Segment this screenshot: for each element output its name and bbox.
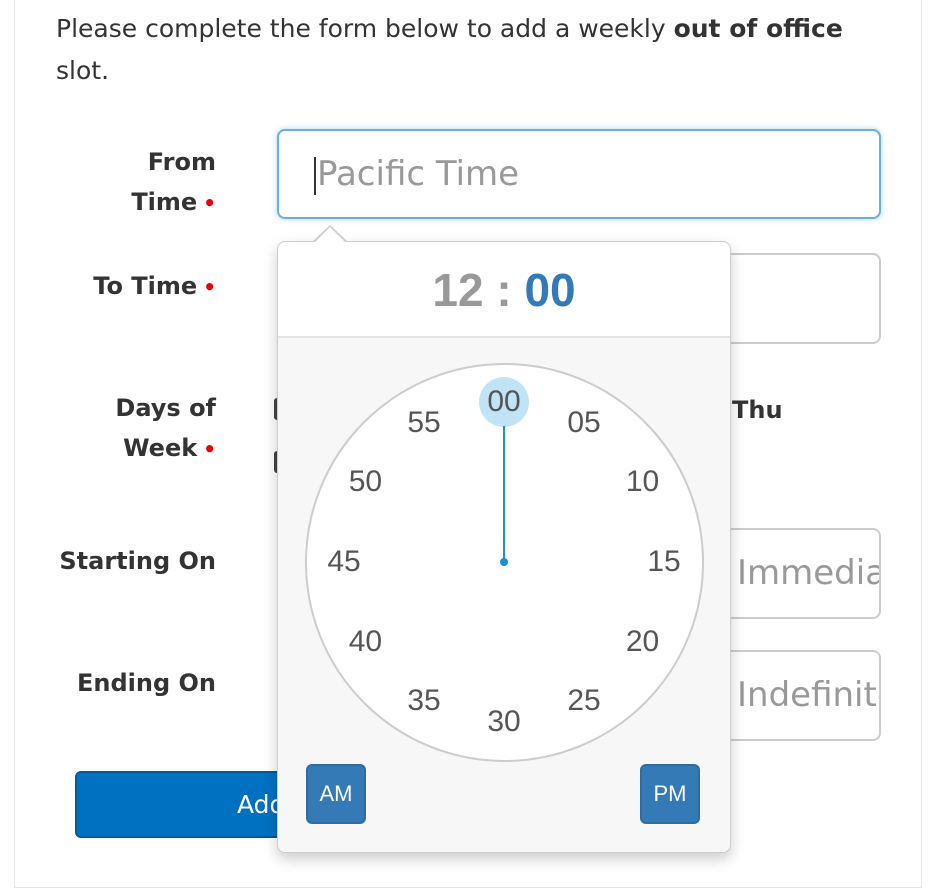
clock-center [500,558,508,566]
minute-tick-50[interactable]: 50 [348,465,383,498]
clock-hand[interactable] [503,426,505,562]
selected-minute-highlight [479,377,529,427]
minute-tick-25[interactable]: 25 [567,683,601,717]
pm-button[interactable]: PM [640,764,700,824]
time-separator: : [496,264,512,316]
minute-tick-15[interactable]: 15 [647,545,681,578]
required-indicator: • [203,437,216,461]
minute-tick-00[interactable]: 00 [487,385,521,418]
days-of-week-label: Days of Week • [115,394,216,462]
from-time-label: From Time • [131,148,216,216]
ending-on-label: Ending On [77,669,216,697]
minute-tick-35[interactable]: 35 [407,683,441,717]
from-time-placeholder: Pacific Time [317,154,520,194]
popover-arrow-inner [314,227,346,243]
thu-label: Thu [732,396,783,424]
hours-display[interactable]: 12 [432,264,484,316]
am-button[interactable]: AM [306,764,366,824]
minute-tick-20[interactable]: 20 [625,625,660,658]
minute-tick-05[interactable]: 05 [567,406,601,440]
minute-tick-45[interactable]: 45 [327,545,361,578]
minute-tick-40[interactable]: 40 [348,625,383,658]
minute-tick-30[interactable]: 30 [487,705,521,738]
text-caret [314,156,316,195]
ending-on-placeholder: Indefinitely [737,675,879,715]
minute-tick-10[interactable]: 10 [625,465,660,498]
timepicker-header: 12 : 00 [278,242,730,338]
required-indicator: • [203,275,216,299]
minute-tick-55[interactable]: 55 [407,406,441,440]
form-intro: Please complete the form below to add a … [56,14,843,85]
from-time-input[interactable]: Pacific Time [277,129,881,219]
required-indicator: • [203,191,216,215]
to-time-label: To Time • [93,272,216,300]
starting-on-label: Starting On [59,547,216,575]
minutes-display[interactable]: 00 [524,264,576,316]
starting-on-placeholder: Immediately [737,553,879,593]
